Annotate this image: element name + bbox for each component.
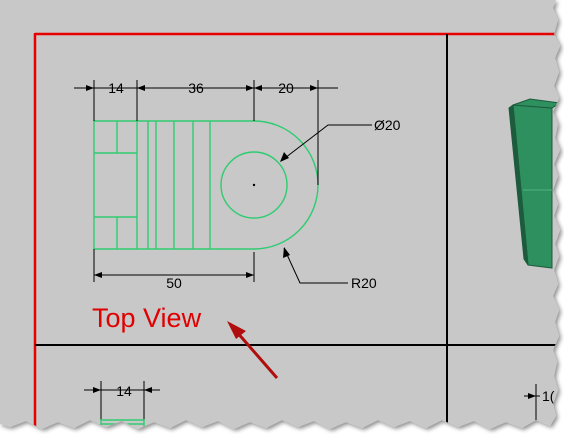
top-view-geometry[interactable] bbox=[93, 120, 319, 250]
dim-end-radius: R20 bbox=[351, 275, 377, 291]
bottom-view-arrowheads bbox=[93, 387, 536, 399]
bottom-dim-width-left: 14 bbox=[116, 383, 132, 399]
dim-width-left: 14 bbox=[108, 80, 124, 96]
arrow-icon bbox=[227, 321, 279, 379]
top-view-callout-label: Top View bbox=[92, 303, 202, 333]
dim-width-middle: 36 bbox=[188, 80, 204, 96]
viewport-frame-lines bbox=[35, 34, 560, 429]
sheet-border bbox=[33, 32, 560, 429]
dim-hole-diameter: Ø20 bbox=[374, 117, 401, 133]
dim-width-right: 20 bbox=[278, 80, 294, 96]
hole-center-mark bbox=[252, 183, 256, 187]
bottom-dim-partial-right: 1( bbox=[542, 388, 555, 404]
dim-overall-length: 50 bbox=[166, 275, 182, 291]
top-view-dimensions bbox=[74, 80, 372, 284]
dimension-arrowheads bbox=[86, 85, 318, 278]
3d-model-view[interactable] bbox=[508, 98, 560, 269]
